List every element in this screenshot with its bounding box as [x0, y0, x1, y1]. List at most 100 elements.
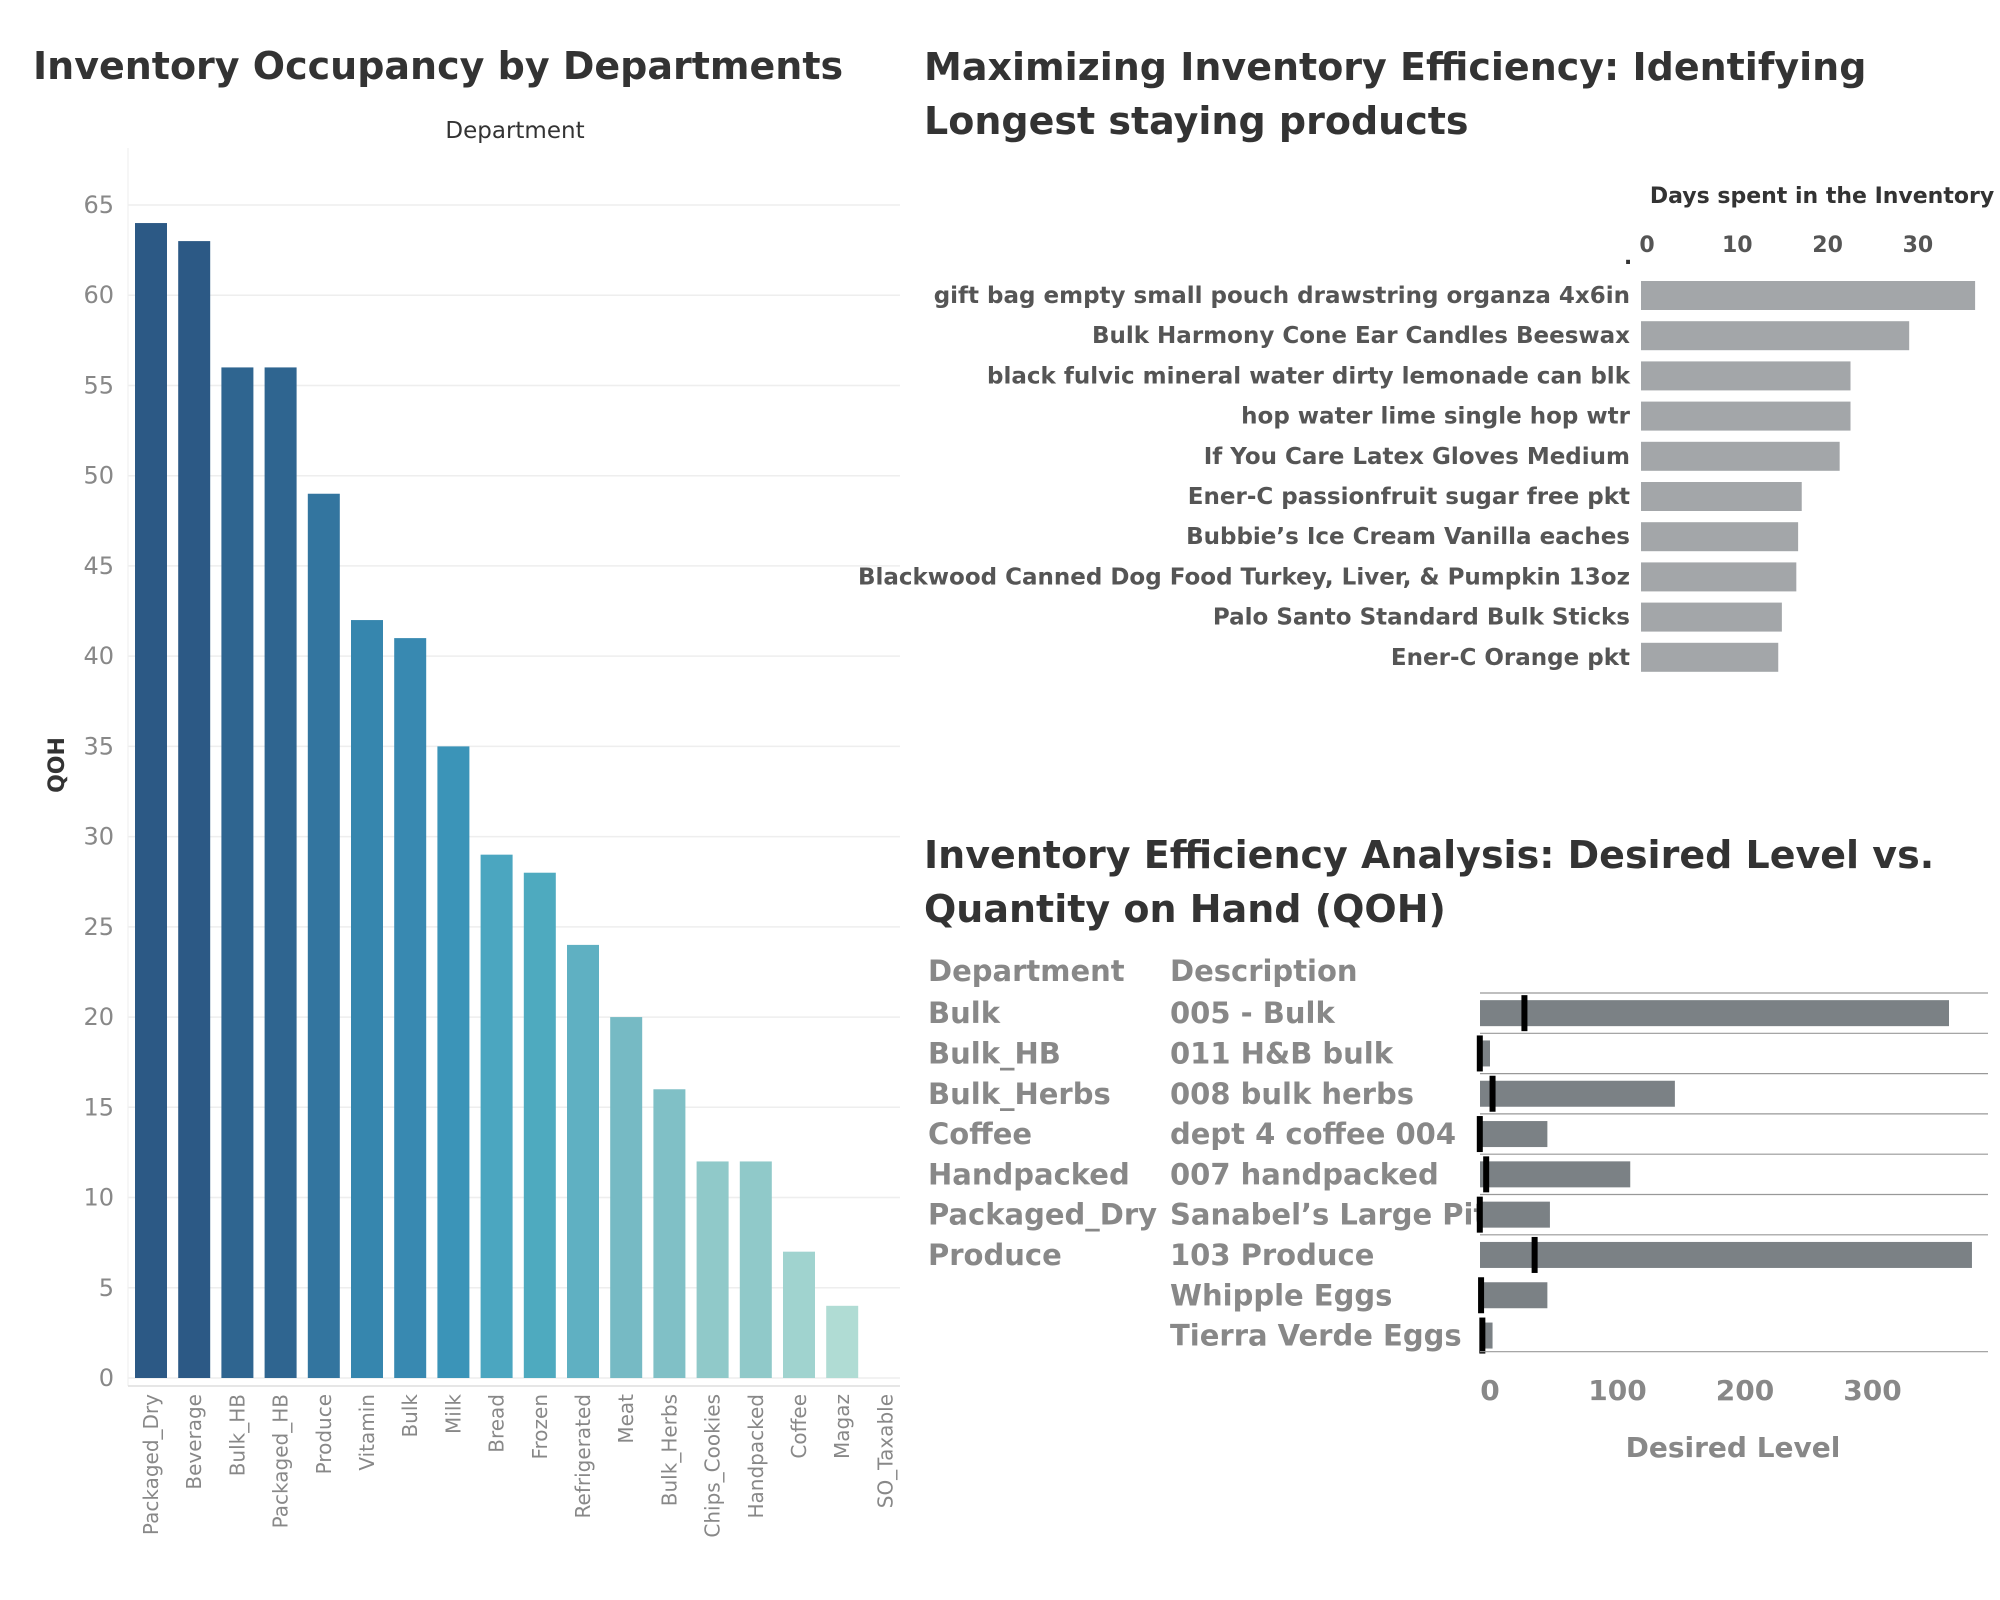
column-header-department: Department: [928, 954, 1125, 988]
x-axis-title: Days spent in the Inventory: [1650, 184, 1994, 209]
bar-packaged-dry: [135, 223, 167, 1379]
qoh-marker: [1531, 1236, 1538, 1273]
y-axis-title: QOH: [45, 737, 70, 793]
description-label: 103 Produce: [1170, 1238, 1374, 1272]
y-tick-label: 40: [83, 642, 114, 670]
bar-magaz: [826, 1305, 859, 1378]
x-axis-title: Desired Level: [1626, 1431, 1841, 1464]
y-tick-label: 50: [83, 462, 114, 490]
x-tick-label: 20: [1812, 233, 1843, 258]
bar-frozen: [523, 872, 556, 1378]
qoh-marker: [1478, 1277, 1485, 1314]
product-label: If You Care Latex Gloves Medium: [1204, 444, 1630, 470]
desired-level-bar: [1480, 1080, 1675, 1107]
department-label: Bulk_HB: [928, 1036, 1061, 1070]
description-label: dept 4 coffee 004: [1170, 1117, 1456, 1151]
product-label: Bubbie’s Ice Cream Vanilla eaches: [1186, 524, 1630, 550]
product-bar: [1641, 602, 1782, 632]
qoh-marker: [1521, 995, 1528, 1032]
x-tick-label: Packaged_Dry: [139, 1394, 163, 1535]
product-bar: [1641, 642, 1779, 672]
desired-level-bar: [1480, 1161, 1631, 1188]
product-bar: [1641, 321, 1910, 351]
x-axis-title: Department: [445, 118, 584, 144]
product-bar: [1641, 401, 1851, 431]
x-tick-label: Produce: [312, 1394, 336, 1474]
product-label: Ener-C Orange pkt: [1391, 645, 1630, 671]
product-label: black fulvic mineral water dirty lemonad…: [987, 363, 1631, 389]
longest-staying-bar-chart: Days spent in the Inventory 0 10 20 30. gift …: [858, 184, 1994, 672]
desired-level-bar: [1480, 1000, 1949, 1027]
occupancy-chart-title: Inventory Occupancy by Departments: [33, 44, 844, 88]
department-label: Bulk_Herbs: [928, 1077, 1111, 1111]
y-tick-label: 65: [83, 191, 114, 219]
bar-milk: [437, 746, 470, 1378]
x-tick-label: Bulk: [398, 1394, 422, 1438]
bar-bulk-herbs: [653, 1089, 686, 1378]
bar-packaged-hb: [264, 367, 297, 1378]
longest-staying-chart-title: Maximizing Inventory Efficiency: Identif…: [924, 45, 1867, 143]
y-tick-label: 55: [83, 371, 114, 399]
bar-bulk: [394, 638, 427, 1378]
y-tick-label: 45: [83, 552, 114, 580]
description-label: 005 - Bulk: [1170, 996, 1335, 1030]
bar-vitamin: [351, 620, 383, 1378]
axis-mark: .: [1624, 245, 1632, 270]
product-bar: [1641, 361, 1851, 391]
x-tick-label: 0: [1639, 233, 1654, 258]
product-bar: [1641, 482, 1802, 511]
bar-bread: [480, 854, 513, 1378]
x-tick-label: 30: [1903, 233, 1934, 258]
description-label: 008 bulk herbs: [1170, 1077, 1414, 1111]
description-label: Whipple Eggs: [1170, 1278, 1392, 1312]
x-tick-label: Packaged_HB: [269, 1394, 293, 1528]
bar-beverage: [178, 241, 211, 1379]
product-label: Bulk Harmony Cone Ear Candles Beeswax: [1092, 323, 1630, 349]
y-tick-label: 15: [83, 1093, 114, 1121]
department-label: Produce: [928, 1238, 1062, 1272]
bar-produce: [307, 493, 340, 1378]
description-label: 011 H&B bulk: [1170, 1036, 1394, 1070]
department-label: Bulk: [928, 996, 1001, 1030]
x-tick-label: Bread: [485, 1394, 509, 1453]
bar-refrigerated: [567, 944, 599, 1378]
x-tick-label: Refrigerated: [571, 1394, 595, 1518]
product-bar: [1641, 522, 1799, 552]
y-tick-label: 25: [83, 913, 114, 941]
x-tick-label: 200: [1716, 1374, 1774, 1407]
description-label: Sanabel’s Large Pita..: [1170, 1198, 1529, 1232]
department-label: Handpacked: [928, 1157, 1130, 1191]
desired-level-bar: [1480, 1201, 1550, 1228]
product-bar: [1641, 441, 1840, 471]
x-tick-label: Meat: [614, 1394, 638, 1444]
y-tick-label: 20: [83, 1003, 114, 1031]
qoh-marker: [1489, 1075, 1496, 1112]
bar-bulk-hb: [221, 367, 254, 1378]
bar-meat: [610, 1017, 643, 1378]
bar-chips-cookies: [696, 1161, 729, 1378]
desired-level-bar: [1480, 1282, 1548, 1309]
x-tick-label: Bulk_Herbs: [657, 1394, 681, 1506]
product-label: Blackwood Canned Dog Food Turkey, Liver,…: [858, 564, 1630, 590]
x-tick-label: Magaz: [830, 1394, 854, 1459]
qoh-marker: [1476, 1035, 1483, 1072]
x-tick-label: Handpacked: [744, 1394, 768, 1518]
x-tick-label: SO_Taxable: [873, 1394, 897, 1508]
x-tick-label: Beverage: [182, 1394, 206, 1490]
product-bar: [1641, 281, 1976, 310]
description-label: 007 handpacked: [1170, 1157, 1439, 1191]
x-tick-label: 10: [1722, 233, 1753, 258]
product-label: Palo Santo Standard Bulk Sticks: [1213, 605, 1630, 631]
qoh-marker: [1476, 1116, 1483, 1153]
y-tick-label: 30: [83, 823, 114, 851]
x-tick-label: Bulk_HB: [225, 1394, 249, 1476]
qoh-marker: [1476, 1196, 1483, 1233]
x-tick-label: 300: [1843, 1374, 1901, 1407]
y-tick-label: 60: [83, 281, 114, 309]
product-label: Ener-C passionfruit sugar free pkt: [1188, 484, 1630, 510]
desired-level-bar: [1480, 1121, 1548, 1148]
desired-level-bar: [1480, 1040, 1490, 1067]
product-label: hop water lime single hop wtr: [1241, 404, 1630, 430]
y-tick-label: 0: [99, 1364, 114, 1392]
